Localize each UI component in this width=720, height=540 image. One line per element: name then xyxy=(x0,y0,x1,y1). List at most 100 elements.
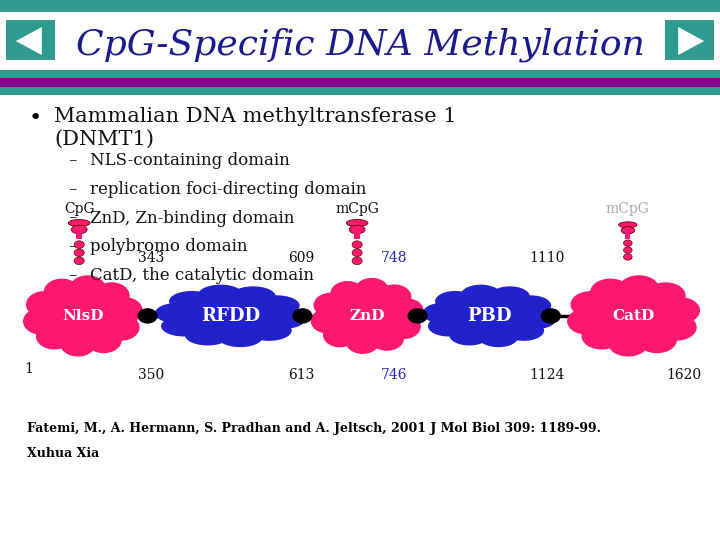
Circle shape xyxy=(74,241,84,248)
Ellipse shape xyxy=(377,285,412,309)
Text: mCpG: mCpG xyxy=(336,202,379,216)
Ellipse shape xyxy=(23,308,59,335)
Ellipse shape xyxy=(346,329,379,354)
Text: replication foci-directing domain: replication foci-directing domain xyxy=(90,181,366,198)
Ellipse shape xyxy=(330,281,364,306)
Bar xyxy=(354,228,360,239)
Text: CpG-Specific DNA Methylation: CpG-Specific DNA Methylation xyxy=(76,27,644,62)
Ellipse shape xyxy=(261,308,306,329)
Ellipse shape xyxy=(185,325,230,346)
Ellipse shape xyxy=(621,227,634,234)
Ellipse shape xyxy=(26,291,62,318)
Text: •: • xyxy=(29,108,42,128)
Bar xyxy=(0,87,720,94)
Bar xyxy=(0,78,720,87)
Text: ZnD: ZnD xyxy=(349,309,385,323)
Text: 1124: 1124 xyxy=(529,368,565,382)
Ellipse shape xyxy=(346,220,368,227)
Ellipse shape xyxy=(68,220,90,227)
Text: –: – xyxy=(68,238,77,255)
Text: Fatemi, M., A. Hermann, S. Pradhan and A. Jeltsch, 2001 J Mol Biol 309: 1189-99.: Fatemi, M., A. Hermann, S. Pradhan and A… xyxy=(27,422,601,435)
Ellipse shape xyxy=(645,282,685,309)
Ellipse shape xyxy=(432,290,547,342)
Ellipse shape xyxy=(636,326,677,353)
Ellipse shape xyxy=(36,323,72,349)
Circle shape xyxy=(352,241,362,248)
Ellipse shape xyxy=(31,282,135,349)
Text: 748: 748 xyxy=(382,251,408,265)
Ellipse shape xyxy=(355,278,389,303)
Circle shape xyxy=(74,249,84,256)
Text: RFDD: RFDD xyxy=(201,307,260,325)
Circle shape xyxy=(624,254,632,260)
Ellipse shape xyxy=(504,320,544,341)
Text: (DNMT1): (DNMT1) xyxy=(54,130,154,148)
Ellipse shape xyxy=(161,316,207,336)
Text: Mammalian DNA methyltransferase 1: Mammalian DNA methyltransferase 1 xyxy=(54,107,456,126)
Text: NlsD: NlsD xyxy=(62,309,104,323)
Ellipse shape xyxy=(86,326,122,353)
Ellipse shape xyxy=(590,279,631,306)
Text: Xuhua Xia: Xuhua Xia xyxy=(27,447,99,460)
Ellipse shape xyxy=(461,285,501,306)
Ellipse shape xyxy=(608,330,649,356)
Ellipse shape xyxy=(169,291,215,312)
Ellipse shape xyxy=(246,320,292,341)
Text: 613: 613 xyxy=(288,368,314,382)
Circle shape xyxy=(293,309,312,323)
Bar xyxy=(0,94,720,540)
Ellipse shape xyxy=(618,222,637,228)
Bar xyxy=(0,0,720,12)
Text: CpG: CpG xyxy=(64,202,94,216)
Ellipse shape xyxy=(449,325,490,346)
Bar xyxy=(6,20,55,60)
Ellipse shape xyxy=(511,295,552,316)
Text: 746: 746 xyxy=(382,368,408,382)
Ellipse shape xyxy=(370,326,404,351)
Ellipse shape xyxy=(387,314,421,339)
Ellipse shape xyxy=(71,225,87,234)
Ellipse shape xyxy=(567,308,608,335)
Ellipse shape xyxy=(428,316,468,336)
Ellipse shape xyxy=(618,275,659,302)
Bar xyxy=(665,20,714,60)
Text: 1620: 1620 xyxy=(667,368,701,382)
Ellipse shape xyxy=(311,308,345,334)
Bar xyxy=(76,228,82,239)
Circle shape xyxy=(74,257,84,265)
Text: CatD, the catalytic domain: CatD, the catalytic domain xyxy=(90,267,314,284)
Ellipse shape xyxy=(660,297,700,324)
Text: 343: 343 xyxy=(138,251,164,265)
Circle shape xyxy=(138,309,157,323)
Text: ZnD, Zn-binding domain: ZnD, Zn-binding domain xyxy=(90,210,294,226)
Bar xyxy=(0,70,720,78)
Circle shape xyxy=(624,247,632,253)
Ellipse shape xyxy=(657,314,697,341)
Ellipse shape xyxy=(254,295,300,316)
Circle shape xyxy=(352,249,362,256)
Ellipse shape xyxy=(490,286,530,307)
Ellipse shape xyxy=(318,285,416,347)
Circle shape xyxy=(624,240,632,246)
Text: –: – xyxy=(68,210,77,226)
Ellipse shape xyxy=(570,291,611,318)
Ellipse shape xyxy=(313,293,348,318)
Circle shape xyxy=(408,309,427,323)
Ellipse shape xyxy=(60,330,96,356)
Ellipse shape xyxy=(576,282,691,349)
Ellipse shape xyxy=(70,275,106,302)
Ellipse shape xyxy=(390,298,423,323)
Ellipse shape xyxy=(198,285,243,306)
Text: mCpG: mCpG xyxy=(606,202,649,216)
Ellipse shape xyxy=(323,322,357,347)
Ellipse shape xyxy=(107,297,143,324)
Ellipse shape xyxy=(155,303,200,323)
Text: CatD: CatD xyxy=(613,309,654,323)
Ellipse shape xyxy=(435,291,475,312)
Bar xyxy=(0,0,720,78)
Polygon shape xyxy=(678,27,704,55)
Text: NLS-containing domain: NLS-containing domain xyxy=(90,152,289,169)
Text: 1: 1 xyxy=(24,362,33,376)
Text: polybromo domain: polybromo domain xyxy=(90,238,248,255)
Ellipse shape xyxy=(582,323,622,349)
